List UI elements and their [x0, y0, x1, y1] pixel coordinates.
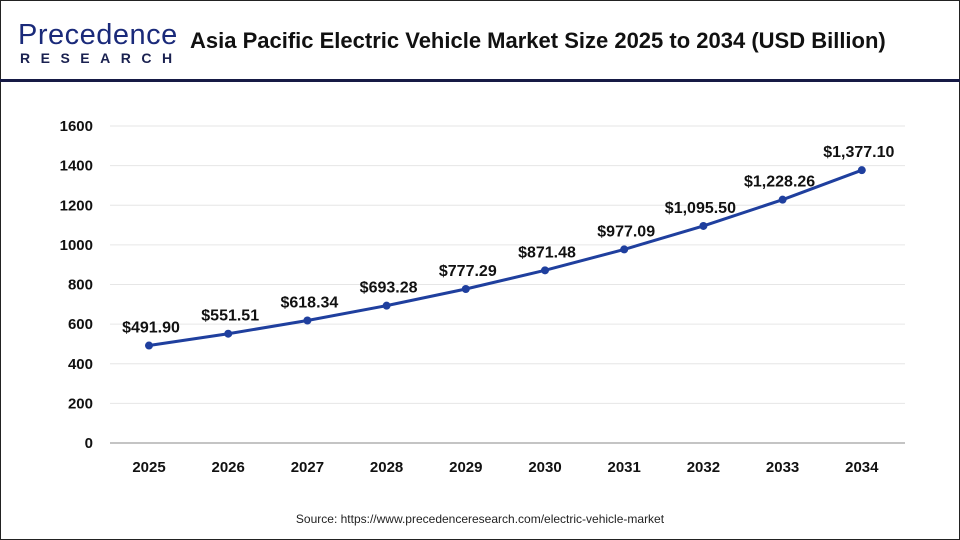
data-label: $693.28 — [360, 280, 418, 297]
y-tick-label: 400 — [68, 356, 93, 373]
x-tick-label: 2034 — [845, 459, 879, 476]
data-point — [541, 266, 549, 275]
x-tick-label: 2032 — [687, 459, 720, 476]
logo-subtext: RESEARCH — [20, 50, 183, 66]
y-tick-label: 600 — [68, 316, 93, 333]
y-tick-label: 1600 — [60, 118, 93, 135]
x-tick-label: 2025 — [132, 459, 165, 476]
x-tick-label: 2026 — [212, 459, 245, 476]
data-point — [461, 284, 470, 293]
series-line — [148, 168, 863, 348]
data-point — [620, 245, 629, 254]
y-tick-label: 200 — [68, 395, 93, 412]
data-point — [857, 166, 866, 175]
chart-title: Asia Pacific Electric Vehicle Market Siz… — [190, 28, 886, 53]
data-point — [778, 195, 787, 204]
x-tick-label: 2027 — [291, 459, 324, 476]
y-tick-label: 800 — [68, 277, 93, 294]
data-point — [224, 329, 233, 338]
data-label: $1,228.26 — [744, 174, 815, 191]
data-label: $871.48 — [518, 244, 576, 261]
source-note: Source: https://www.precedenceresearch.c… — [295, 512, 665, 526]
data-point — [303, 316, 312, 325]
data-label: $1,095.50 — [665, 200, 736, 217]
x-tick-label: 2028 — [370, 459, 403, 476]
data-label: $1,377.10 — [823, 144, 894, 161]
logo: Precedence RESEARCH — [18, 20, 183, 66]
x-tick-label: 2029 — [449, 459, 482, 476]
data-label: $618.34 — [280, 294, 338, 311]
logo-text: Precedence — [18, 19, 178, 51]
y-tick-label: 1000 — [60, 237, 93, 254]
y-tick-label: 1200 — [60, 197, 93, 214]
data-point — [145, 341, 153, 350]
data-label: $777.29 — [439, 263, 497, 280]
data-label: $551.51 — [201, 308, 259, 325]
data-point — [382, 301, 391, 310]
y-tick-label: 0 — [85, 435, 93, 452]
header: Precedence RESEARCH Asia Pacific Electri… — [0, 0, 960, 82]
x-tick-label: 2030 — [528, 459, 561, 476]
data-label: $491.90 — [122, 320, 180, 337]
x-tick-label: 2031 — [608, 459, 641, 476]
y-tick-label: 1400 — [60, 158, 93, 175]
x-tick-label: 2033 — [766, 459, 799, 476]
data-point — [699, 221, 708, 230]
data-label: $977.09 — [597, 223, 655, 240]
